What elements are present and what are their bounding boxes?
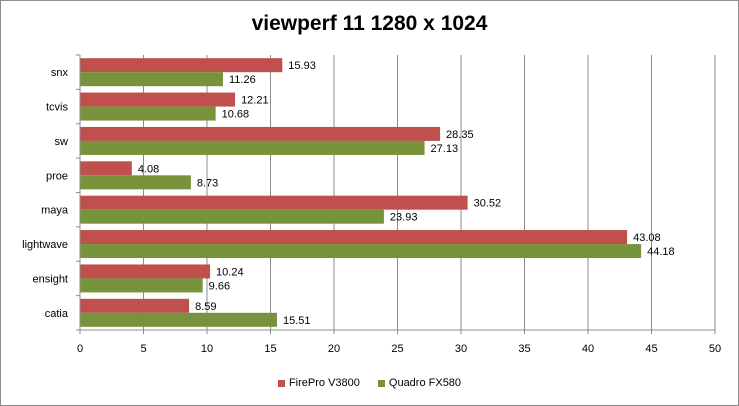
x-tick-label-45: 45 — [645, 343, 657, 355]
bar-proe-s0 — [80, 161, 132, 176]
data-label-proe-s0: 4.08 — [138, 163, 159, 175]
data-label-lightwave-s1: 44.18 — [647, 246, 675, 258]
legend-swatch-firepro — [277, 379, 285, 387]
y-tick-label-catia: catia — [45, 308, 69, 320]
legend: FirePro V3800 Quadro FX580 — [0, 377, 739, 389]
x-tick-label-5: 5 — [140, 343, 146, 355]
legend-item-firepro: FirePro V3800 — [277, 377, 360, 389]
bar-catia-s1 — [80, 312, 277, 327]
data-label-maya-s1: 23.93 — [390, 212, 418, 224]
gridlines — [143, 55, 716, 330]
data-label-catia-s1: 15.51 — [283, 315, 311, 327]
x-tick-label-25: 25 — [391, 343, 403, 355]
x-tick-label-40: 40 — [582, 343, 594, 355]
data-labels: 15.93 11.26 12.21 10.68 28.35 27.13 4.08 8.73 30… — [138, 60, 675, 327]
x-tick-label-0: 0 — [77, 343, 83, 355]
bar-maya-s0 — [80, 195, 468, 210]
bar-proe-s1 — [80, 175, 191, 190]
bar-sw-s1 — [80, 140, 425, 155]
bar-ensight-s0 — [80, 264, 211, 279]
x-tick-label-20: 20 — [328, 343, 340, 355]
data-label-catia-s0: 8.59 — [195, 301, 216, 313]
y-tick-label-tcvis: tcvis — [46, 102, 69, 114]
data-label-ensight-s0: 10.24 — [216, 266, 244, 278]
data-label-tcvis-s0: 12.21 — [241, 95, 269, 107]
y-tick-label-lightwave: lightwave — [22, 239, 68, 251]
x-tick-label-15: 15 — [264, 343, 276, 355]
legend-label-firepro: FirePro V3800 — [288, 377, 360, 389]
data-label-snx-s1: 11.26 — [229, 74, 256, 86]
data-label-snx-s0: 15.93 — [288, 60, 316, 72]
x-tick-label-10: 10 — [201, 343, 213, 355]
bars — [80, 58, 642, 327]
data-label-maya-s0: 30.52 — [474, 198, 502, 210]
data-label-lightwave-s0: 43.08 — [633, 232, 661, 244]
y-tick-label-sw: sw — [55, 136, 69, 148]
x-tick-label-30: 30 — [455, 343, 467, 355]
legend-swatch-quadro — [377, 379, 385, 387]
data-label-ensight-s1: 9.66 — [209, 280, 230, 292]
bar-snx-s0 — [80, 58, 283, 73]
x-tick-label-50: 50 — [709, 343, 721, 355]
bar-catia-s0 — [80, 298, 190, 313]
data-label-tcvis-s1: 10.68 — [222, 109, 250, 121]
bar-ensight-s1 — [80, 278, 203, 293]
bar-lightwave-s1 — [80, 244, 642, 259]
y-tick-label-ensight: ensight — [33, 273, 68, 285]
bar-sw-s0 — [80, 126, 441, 141]
y-tick-label-proe: proe — [46, 170, 68, 182]
bar-lightwave-s0 — [80, 230, 628, 245]
legend-item-quadro: Quadro FX580 — [377, 377, 462, 389]
chart-title: viewperf 11 1280 x 1024 — [251, 12, 488, 35]
bar-tcvis-s0 — [80, 92, 236, 107]
axes: 0 5 10 15 20 25 30 35 40 45 50 snx tcvis sw proe maya li… — [22, 54, 721, 355]
bar-tcvis-s1 — [80, 106, 216, 121]
y-tick-label-snx: snx — [51, 67, 69, 79]
data-label-sw-s0: 28.35 — [446, 129, 474, 141]
bar-snx-s1 — [80, 72, 224, 87]
y-tick-label-maya: maya — [41, 205, 69, 217]
bar-maya-s1 — [80, 209, 384, 224]
data-label-sw-s1: 27.13 — [431, 143, 459, 155]
legend-label-quadro: Quadro FX580 — [388, 377, 462, 389]
data-label-proe-s1: 8.73 — [197, 177, 218, 189]
x-tick-label-35: 35 — [518, 343, 530, 355]
